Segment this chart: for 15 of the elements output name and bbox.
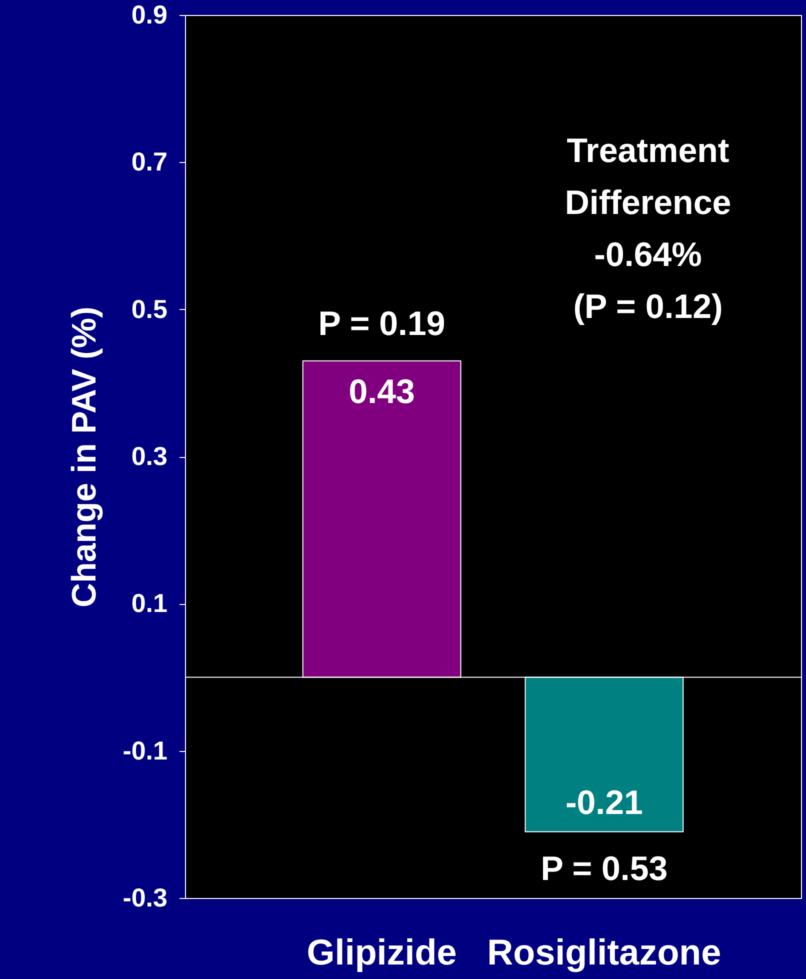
y-axis-title: Change in PAV (%)	[66, 306, 104, 608]
y-tick-label: 0.9	[131, 0, 168, 30]
x-tick-label: Rosiglitazone	[487, 932, 722, 972]
annotation: P = 0.19	[318, 304, 446, 343]
data-label: -0.21	[565, 784, 643, 822]
y-tick-label: -0.1	[122, 735, 168, 766]
y-tick-label: 0.1	[131, 588, 168, 618]
x-tick-label: Glipizide	[306, 932, 457, 972]
annotation: P = 0.53	[540, 850, 668, 888]
y-tick-label: 0.7	[131, 146, 168, 177]
data-label: 0.43	[348, 372, 415, 411]
y-tick-label: 0.5	[131, 294, 168, 324]
y-tick-label: 0.3	[131, 441, 168, 471]
annotation: Treatment Difference -0.64% (P = 0.12)	[564, 132, 732, 326]
y-tick-label: -0.3	[122, 882, 168, 912]
